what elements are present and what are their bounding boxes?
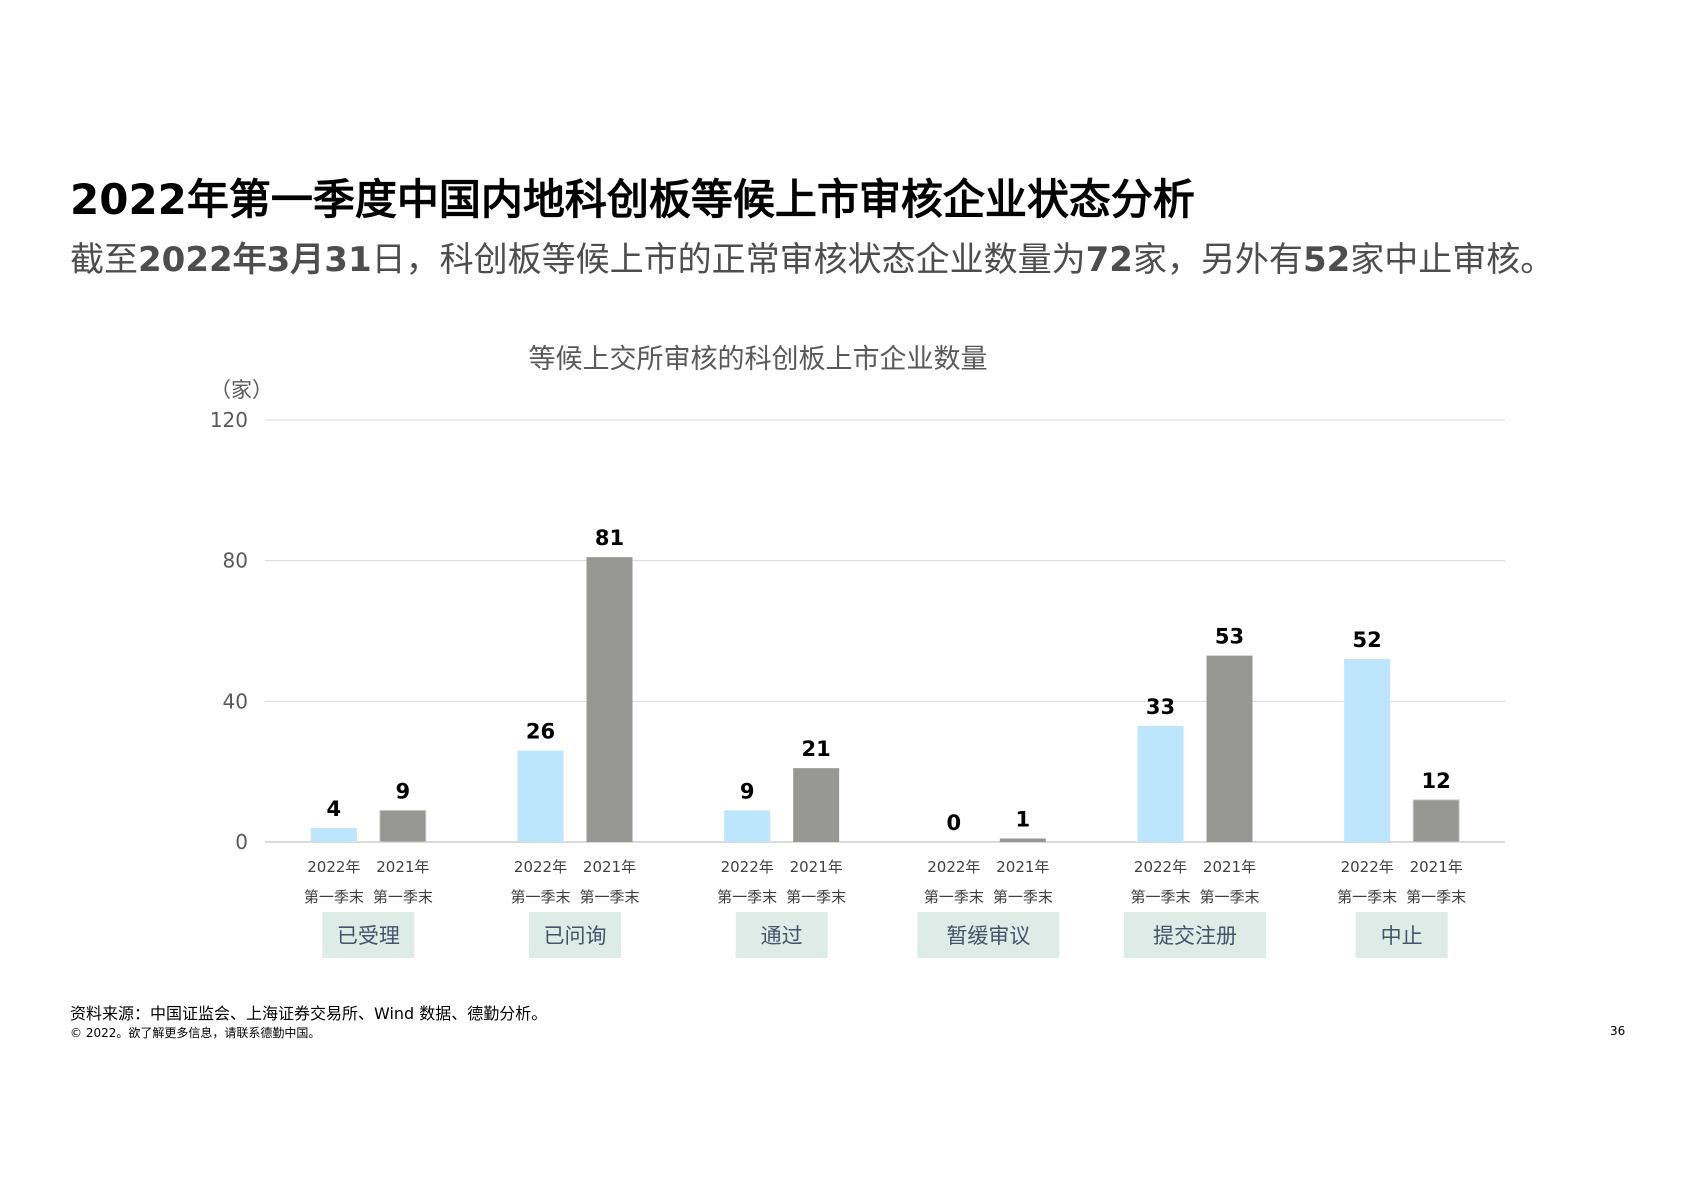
- category-label-3: 暂缓审议: [946, 924, 1030, 948]
- x-tick-year-4-1: 2021年: [1203, 858, 1256, 876]
- data-label-0-1: 9: [396, 779, 411, 803]
- x-tick-quarter-0-1: 第一季末: [373, 888, 433, 906]
- data-label-4-0: 33: [1146, 695, 1175, 719]
- x-tick-year-2-1: 2021年: [790, 858, 843, 876]
- bar-5-series-2021: [1412, 799, 1460, 843]
- data-label-2-1: 21: [802, 737, 831, 761]
- x-tick-quarter-2-1: 第一季末: [786, 888, 846, 906]
- subtitle-number-suspended: 52: [1302, 240, 1351, 280]
- x-tick-year-3-1: 2021年: [996, 858, 1049, 876]
- x-tick-year-0-1: 2021年: [376, 858, 429, 876]
- subtitle-number-normal: 72: [1085, 240, 1133, 280]
- bar-1-series-2022: [517, 750, 564, 842]
- data-label-0-0: 4: [327, 797, 342, 821]
- x-tick-year-1-1: 2021年: [583, 858, 636, 876]
- x-tick-quarter-5-1: 第一季末: [1406, 888, 1466, 906]
- gridlines: [265, 419, 1505, 843]
- y-tick-label-120: 120: [210, 408, 248, 432]
- category-box-5: [1355, 912, 1448, 958]
- labels: 0408012042022年第一季末92021年第一季末已受理262022年第一…: [210, 408, 1466, 958]
- x-tick-quarter-0-0: 第一季末: [304, 888, 364, 906]
- subtitle-text-2: 日，科创板等候上市的正常审核状态企业数量为: [371, 240, 1086, 280]
- category-label-2: 通过: [761, 924, 803, 948]
- chart-title: 等候上交所审核的科创板上市企业数量: [529, 344, 988, 375]
- bar-3-series-2021: [999, 838, 1046, 842]
- x-tick-quarter-5-0: 第一季末: [1337, 888, 1397, 906]
- data-label-4-1: 53: [1215, 625, 1244, 649]
- bars: [310, 557, 1460, 843]
- x-tick-quarter-4-1: 第一季末: [1199, 888, 1259, 906]
- bar-2-series-2022: [724, 810, 771, 842]
- category-box-0: [322, 912, 415, 958]
- subtitle-text-4: 家中止审核。: [1350, 240, 1555, 280]
- y-tick-label-40: 40: [223, 689, 248, 713]
- x-tick-year-5-0: 2022年: [1341, 858, 1394, 876]
- category-label-0: 已受理: [337, 924, 400, 948]
- bar-2-series-2021: [793, 768, 840, 842]
- subtitle-date: 2022年3月31: [138, 240, 372, 280]
- x-tick-quarter-2-0: 第一季末: [717, 888, 777, 906]
- x-tick-year-1-0: 2022年: [514, 858, 567, 876]
- x-tick-year-3-0: 2022年: [927, 858, 980, 876]
- y-tick-label-0: 0: [235, 830, 248, 854]
- x-tick-quarter-3-0: 第一季末: [924, 888, 984, 906]
- category-label-5: 中止: [1381, 924, 1423, 948]
- y-axis-unit-label: （家）: [210, 378, 273, 402]
- subtitle-text-1: 截至: [70, 240, 138, 280]
- x-tick-year-4-0: 2022年: [1134, 858, 1187, 876]
- page-subtitle: 截至2022年3月31日，科创板等候上市的正常审核状态企业数量为72家，另外有5…: [70, 232, 1554, 281]
- bar-5-series-2022: [1344, 659, 1391, 842]
- bar-1-series-2021: [586, 557, 633, 842]
- data-label-1-1: 81: [595, 526, 624, 550]
- bar-0-series-2022: [310, 827, 357, 842]
- category-box-2: [735, 912, 828, 958]
- x-tick-quarter-3-1: 第一季末: [993, 888, 1053, 906]
- data-label-2-0: 9: [740, 779, 755, 803]
- data-label-3-1: 1: [1016, 807, 1031, 831]
- data-label-5-0: 52: [1353, 628, 1382, 652]
- data-label-1-0: 26: [526, 720, 555, 744]
- x-tick-year-2-0: 2022年: [721, 858, 774, 876]
- x-tick-quarter-4-0: 第一季末: [1130, 888, 1190, 906]
- subtitle-text-3: 家，另外有: [1132, 240, 1303, 280]
- x-tick-year-0-0: 2022年: [307, 858, 360, 876]
- source-note: 资料来源：中国证监会、上海证券交易所、Wind 数据、德勤分析。: [70, 1004, 548, 1023]
- category-label-1: 已问询: [544, 924, 607, 948]
- y-tick-label-80: 80: [223, 549, 248, 573]
- bar-0-series-2021: [379, 809, 427, 843]
- bar-4-series-2022: [1137, 725, 1184, 842]
- copyright-note: © 2022。欲了解更多信息，请联系德勤中国。: [70, 1026, 321, 1040]
- bar-4-series-2021: [1206, 655, 1253, 842]
- x-tick-quarter-1-1: 第一季末: [579, 888, 639, 906]
- x-tick-quarter-1-0: 第一季末: [510, 888, 570, 906]
- category-label-4: 提交注册: [1153, 924, 1237, 948]
- page-number: 36: [1610, 1024, 1626, 1038]
- category-box-3: [917, 912, 1060, 958]
- data-label-5-1: 12: [1422, 769, 1451, 793]
- category-box-4: [1124, 912, 1266, 958]
- category-box-1: [529, 912, 621, 958]
- x-tick-year-5-1: 2021年: [1410, 858, 1463, 876]
- data-label-3-0: 0: [947, 811, 962, 835]
- page-title: 2022年第一季度中国内地科创板等候上市审核企业状态分析: [70, 175, 1195, 224]
- bar-chart: 等候上交所审核的科创板上市企业数量 （家） 0408012042022年第一季末…: [210, 344, 1505, 958]
